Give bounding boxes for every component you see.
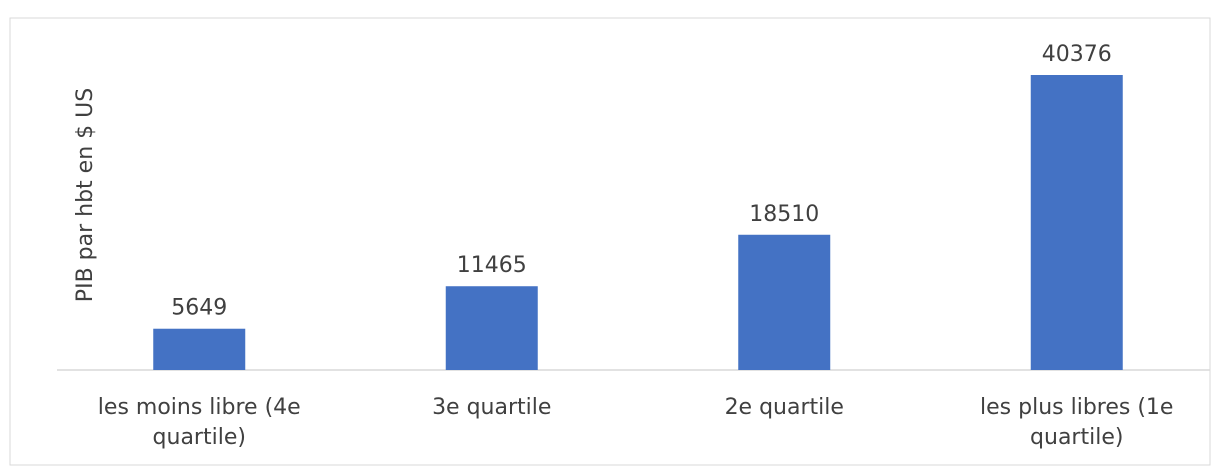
y-axis-label: PIB par hbt en $ US <box>73 88 98 302</box>
x-tick-label: les moins libre (4e quartile) <box>97 395 301 450</box>
x-tick-label: 3e quartile <box>432 395 552 420</box>
x-tick-label: 2e quartile <box>724 395 844 420</box>
data-label: 11465 <box>457 253 527 278</box>
bar <box>1030 75 1123 370</box>
data-label: 5649 <box>171 296 227 321</box>
bar <box>153 328 246 370</box>
x-tick-label: les plus libres (1e quartile) <box>980 395 1174 450</box>
data-label: 40376 <box>1042 42 1112 67</box>
data-label: 18510 <box>749 202 819 227</box>
bar <box>738 234 831 370</box>
chart-frame <box>9 17 1211 466</box>
bar <box>445 286 538 370</box>
